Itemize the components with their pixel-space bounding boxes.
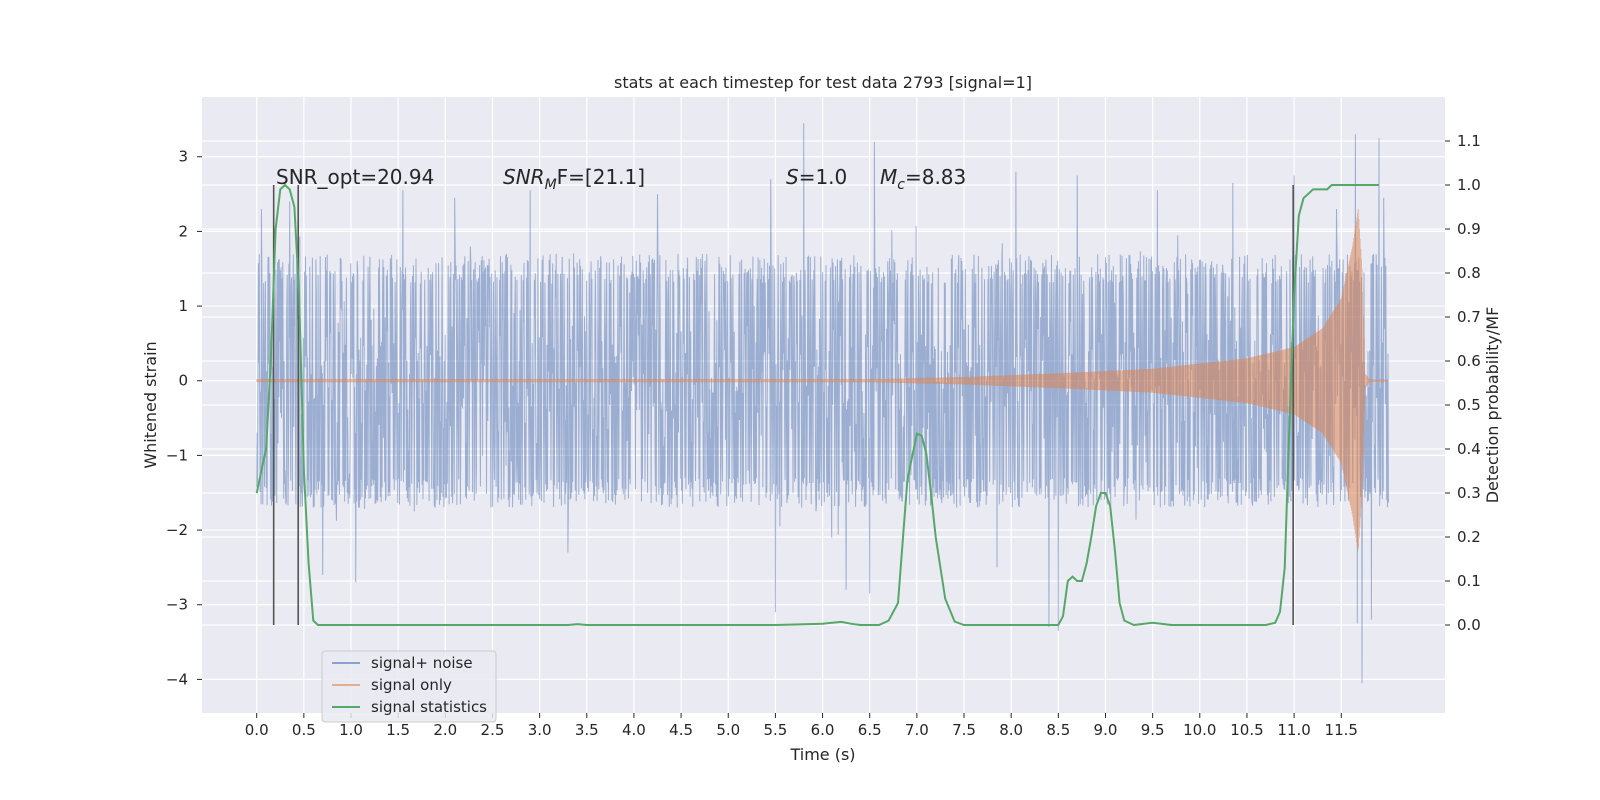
y-axis-right-label: Detection probability/MF: [1483, 307, 1502, 504]
y-axis-label: Whitened strain: [141, 341, 160, 468]
y-tick-label: −3: [166, 596, 188, 614]
x-tick-label: 3.0: [528, 721, 552, 739]
legend-label-signal-only: signal only: [371, 676, 452, 694]
x-tick-label: 2.0: [433, 721, 457, 739]
x-tick-label: 11.5: [1325, 721, 1358, 739]
y-tick-label: 0: [178, 372, 188, 390]
y2-tick-label: 0.1: [1457, 572, 1481, 590]
x-tick-label: 3.5: [575, 721, 599, 739]
y2-tick-label: 0.4: [1457, 440, 1481, 458]
s-rest: =1.0: [799, 165, 848, 189]
x-tick-label: 4.5: [669, 721, 693, 739]
mc-rest: =8.83: [905, 165, 966, 189]
series-signal-only-line: [256, 208, 1389, 551]
y-tick-label: 3: [178, 148, 188, 166]
x-tick-label: 7.0: [905, 721, 929, 739]
y-tick-label: −1: [166, 446, 188, 464]
annotation-s: S=1.0: [786, 165, 847, 189]
y2-tick-label: 1.0: [1457, 176, 1481, 194]
y2-tick-label: 0.6: [1457, 352, 1481, 370]
x-tick-label: 11.0: [1277, 721, 1310, 739]
x-tick-label: 4.0: [622, 721, 646, 739]
y-tick-label: 2: [178, 222, 188, 240]
legend: signal+ noise signal only signal statist…: [321, 650, 497, 723]
legend-label-signal-noise: signal+ noise: [371, 654, 473, 672]
x-tick-label: 9.0: [1094, 721, 1118, 739]
y-tick-label: 1: [178, 297, 188, 315]
x-tick-label: 7.5: [952, 721, 976, 739]
x-tick-label: 5.5: [763, 721, 787, 739]
annotation-snr-mf: SNRMF=[21.1]: [503, 165, 645, 193]
annotation-mc: Mc=8.83: [880, 165, 966, 193]
y2-tick-label: 0.2: [1457, 528, 1481, 546]
snr-mf-rest: F=[21.1]: [557, 165, 645, 189]
ticks: 0.0 0.5 1.0 1.5 2.0 2.5 3.0 3.5 4.0 4.5 5.0 5.5 6.0 6…: [166, 132, 1481, 739]
x-axis-label: Time (s): [789, 745, 855, 764]
y2-tick-label: 0.8: [1457, 264, 1481, 282]
y2-tick-label: 0.3: [1457, 484, 1481, 502]
x-tick-label: 10.5: [1230, 721, 1263, 739]
mc-name: M: [880, 165, 897, 189]
series-signal-noise-line: [256, 123, 1389, 684]
x-tick-label: 8.5: [1046, 721, 1070, 739]
x-tick-label: 1.0: [339, 721, 363, 739]
x-tick-label: 5.0: [716, 721, 740, 739]
y2-tick-label: 0.7: [1457, 308, 1481, 326]
x-tick-label: 0.0: [245, 721, 269, 739]
x-tick-label: 1.5: [386, 721, 410, 739]
chart-title: stats at each timestep for test data 279…: [614, 73, 1032, 92]
x-tick-label: 10.0: [1183, 721, 1216, 739]
y-tick-label: −2: [166, 521, 188, 539]
y-tick-label: −4: [166, 670, 188, 688]
y2-tick-label: 0.5: [1457, 396, 1481, 414]
snr-mf-name: SNR: [503, 165, 545, 189]
snr-mf-sub: M: [545, 177, 557, 193]
x-tick-label: 2.5: [481, 721, 505, 739]
annotation-snr-opt: SNR_opt=20.94: [276, 165, 434, 189]
x-tick-label: 6.5: [858, 721, 882, 739]
x-tick-label: 9.5: [1141, 721, 1165, 739]
legend-label-signal-statistics: signal statistics: [371, 698, 487, 716]
s-name: S: [786, 165, 799, 189]
mc-sub: c: [897, 177, 905, 193]
x-tick-label: 8.0: [999, 721, 1023, 739]
series-layer: [256, 123, 1389, 684]
series-signal-statistics-line: [255, 183, 1379, 627]
y2-tick-label: 0.9: [1457, 220, 1481, 238]
x-tick-label: 6.0: [811, 721, 835, 739]
x-tick-label: 0.5: [292, 721, 316, 739]
y2-tick-label: 0.0: [1457, 616, 1481, 634]
legend-box: [321, 650, 497, 723]
y2-tick-label: 1.1: [1457, 132, 1481, 150]
